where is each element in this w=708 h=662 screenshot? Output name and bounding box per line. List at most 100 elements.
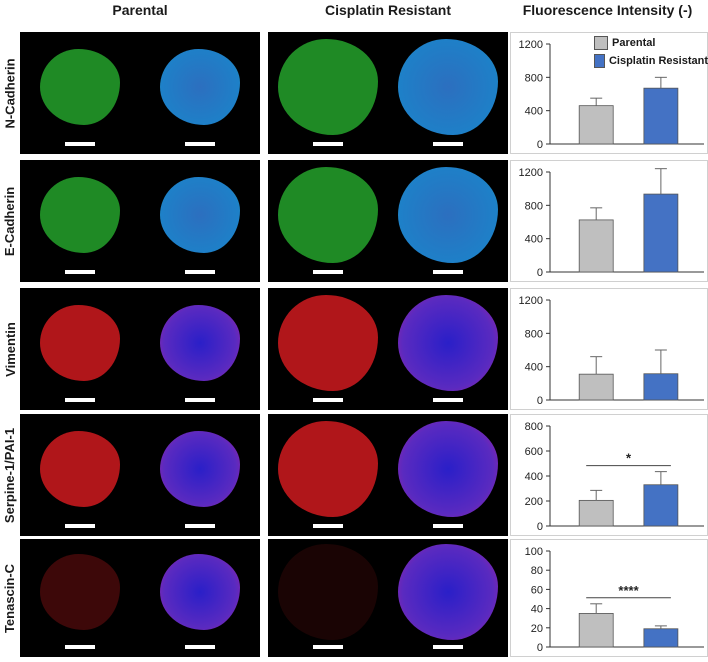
spheroid-stain [40, 305, 120, 381]
image-panel-vimentin-resistant [268, 288, 508, 410]
y-tick-label: 400 [525, 362, 543, 374]
spheroid-merge [160, 431, 240, 507]
spheroid-stain [40, 49, 120, 125]
y-tick-label: 800 [525, 72, 543, 84]
spheroid-stain [40, 431, 120, 507]
scale-bar [65, 398, 95, 402]
legend-item-cisplatin-resistant: Cisplatin Resistant [594, 52, 708, 70]
bar-cisplatin-resistant [643, 484, 679, 527]
y-tick-label: 0 [537, 139, 543, 151]
y-tick-label: 1200 [519, 167, 543, 179]
y-tick-label: 60 [531, 584, 543, 596]
image-panel-e-cadherin-resistant [268, 160, 508, 282]
y-tick-label: 0 [537, 395, 543, 407]
spheroid-merge [398, 167, 498, 263]
chart-vimentin: 0 400 800 1200 [510, 288, 708, 410]
y-tick-label: 400 [525, 106, 543, 118]
spheroid-stain [40, 177, 120, 253]
legend-label-parental: Parental [612, 37, 656, 49]
scale-bar [313, 142, 343, 146]
scale-bar [433, 398, 463, 402]
image-panel-serpine-1-resistant [268, 414, 508, 536]
row-label-serpine-1: Serpine-1/PAI-1 [2, 427, 18, 523]
scale-bar [65, 142, 95, 146]
y-tick-label: 800 [525, 200, 543, 212]
row-label-tenascin-c: Tenascin-C [2, 563, 18, 633]
spheroid-stain [278, 544, 378, 640]
scale-bar [313, 645, 343, 649]
significance-label: **** [618, 583, 639, 598]
image-panel-tenascin-c-parental [20, 539, 260, 657]
bar-cisplatin-resistant [643, 193, 679, 273]
spheroid-merge [398, 295, 498, 391]
spheroid-stain [40, 554, 120, 630]
image-panel-e-cadherin-parental [20, 160, 260, 282]
y-tick-label: 800 [525, 421, 543, 433]
spheroid-stain [278, 421, 378, 517]
y-tick-label: 600 [525, 446, 543, 458]
chart-tenascin-c: 0 20 40 60 80 100 **** [510, 539, 708, 657]
y-tick-label: 400 [525, 234, 543, 246]
header-fluorescence-intensity: Fluorescence Intensity (-) [522, 2, 693, 18]
y-tick-label: 1200 [519, 39, 543, 51]
bar-parental [578, 613, 614, 648]
bar-cisplatin-resistant [643, 373, 679, 401]
chart-e-cadherin: 0 400 800 1200 [510, 160, 708, 282]
spheroid-merge [398, 39, 498, 135]
bar-cisplatin-resistant [643, 87, 679, 145]
image-panel-tenascin-c-resistant [268, 539, 508, 657]
row-label-e-cadherin: E-Cadherin [2, 186, 18, 256]
y-tick-label: 0 [537, 642, 543, 654]
header-parental: Parental [112, 2, 168, 18]
y-tick-label: 20 [531, 623, 543, 635]
scale-bar [433, 524, 463, 528]
header-cisplatin-resistant: Cisplatin Resistant [324, 2, 452, 18]
spheroid-merge [160, 177, 240, 253]
chart-n-cadherin: 0 400 800 1200 [510, 32, 708, 154]
scale-bar [185, 645, 215, 649]
bar-parental [578, 105, 614, 145]
image-panel-n-cadherin-parental [20, 32, 260, 154]
spheroid-merge [160, 305, 240, 381]
scale-bar [185, 398, 215, 402]
y-tick-label: 1200 [519, 295, 543, 307]
image-panel-n-cadherin-resistant [268, 32, 508, 154]
legend-swatch-cisplatin-resistant [594, 54, 605, 68]
y-tick-label: 100 [525, 546, 543, 558]
row-label-n-cadherin: N-Cadherin [2, 57, 18, 129]
spheroid-stain [278, 39, 378, 135]
y-tick-label: 0 [537, 521, 543, 533]
scale-bar [65, 645, 95, 649]
y-tick-label: 800 [525, 328, 543, 340]
chart-serpine-1: 0 200 400 600 800 * [510, 414, 708, 536]
spheroid-merge [398, 544, 498, 640]
y-tick-label: 200 [525, 496, 543, 508]
scale-bar [433, 645, 463, 649]
y-tick-label: 80 [531, 565, 543, 577]
spheroid-merge [398, 421, 498, 517]
scale-bar [65, 524, 95, 528]
scale-bar [185, 270, 215, 274]
scale-bar [313, 398, 343, 402]
bar-parental [578, 219, 614, 273]
scale-bar [185, 142, 215, 146]
scale-bar [433, 270, 463, 274]
significance-label: * [626, 451, 632, 466]
y-tick-label: 0 [537, 267, 543, 279]
spheroid-stain [278, 167, 378, 263]
legend: Parental Cisplatin Resistant [594, 34, 708, 70]
image-panel-vimentin-parental [20, 288, 260, 410]
bar-cisplatin-resistant [643, 628, 679, 648]
y-tick-label: 40 [531, 604, 543, 616]
image-panel-serpine-1-parental [20, 414, 260, 536]
spheroid-merge [160, 554, 240, 630]
legend-swatch-parental [594, 36, 608, 50]
y-tick-label: 400 [525, 471, 543, 483]
spheroid-merge [160, 49, 240, 125]
row-label-vimentin: Vimentin [2, 321, 18, 377]
legend-label-cisplatin-resistant: Cisplatin Resistant [608, 55, 708, 67]
bar-parental [578, 499, 614, 527]
scale-bar [433, 142, 463, 146]
scale-bar [313, 270, 343, 274]
bar-parental [578, 373, 614, 401]
